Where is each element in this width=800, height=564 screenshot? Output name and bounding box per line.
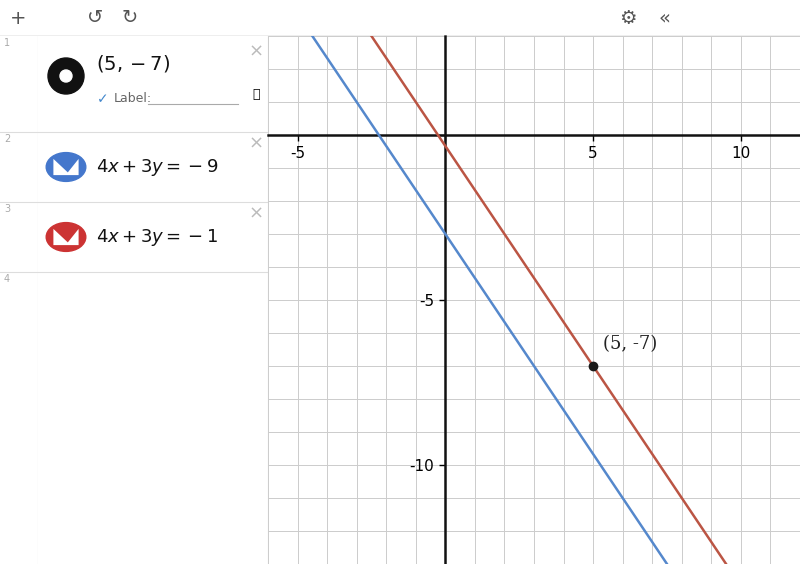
Text: $4x + 3y = -9$: $4x + 3y = -9$ [96,156,218,178]
Text: +: + [10,8,26,28]
Text: $\checkmark$: $\checkmark$ [96,91,107,105]
Text: Label:: Label: [114,91,152,104]
Text: ↻: ↻ [122,8,138,28]
Circle shape [48,58,84,94]
Text: 1: 1 [4,38,10,48]
Ellipse shape [46,153,86,182]
Text: ×: × [249,205,263,223]
Text: 2: 2 [4,134,10,144]
PathPatch shape [54,229,78,245]
Text: ⚙: ⚙ [619,8,637,28]
Text: ×: × [249,135,263,153]
PathPatch shape [54,159,78,175]
Text: 4: 4 [4,274,10,284]
Circle shape [60,70,72,82]
Ellipse shape [46,223,86,252]
Text: (5, -7): (5, -7) [603,336,658,354]
Text: ↺: ↺ [87,8,103,28]
Text: ×: × [249,43,263,61]
Text: «: « [659,8,671,28]
Text: 🔧: 🔧 [252,87,260,100]
Text: $(5,-7)$: $(5,-7)$ [96,54,170,74]
Text: $4x + 3y = -1$: $4x + 3y = -1$ [96,227,218,248]
Text: 3: 3 [4,204,10,214]
